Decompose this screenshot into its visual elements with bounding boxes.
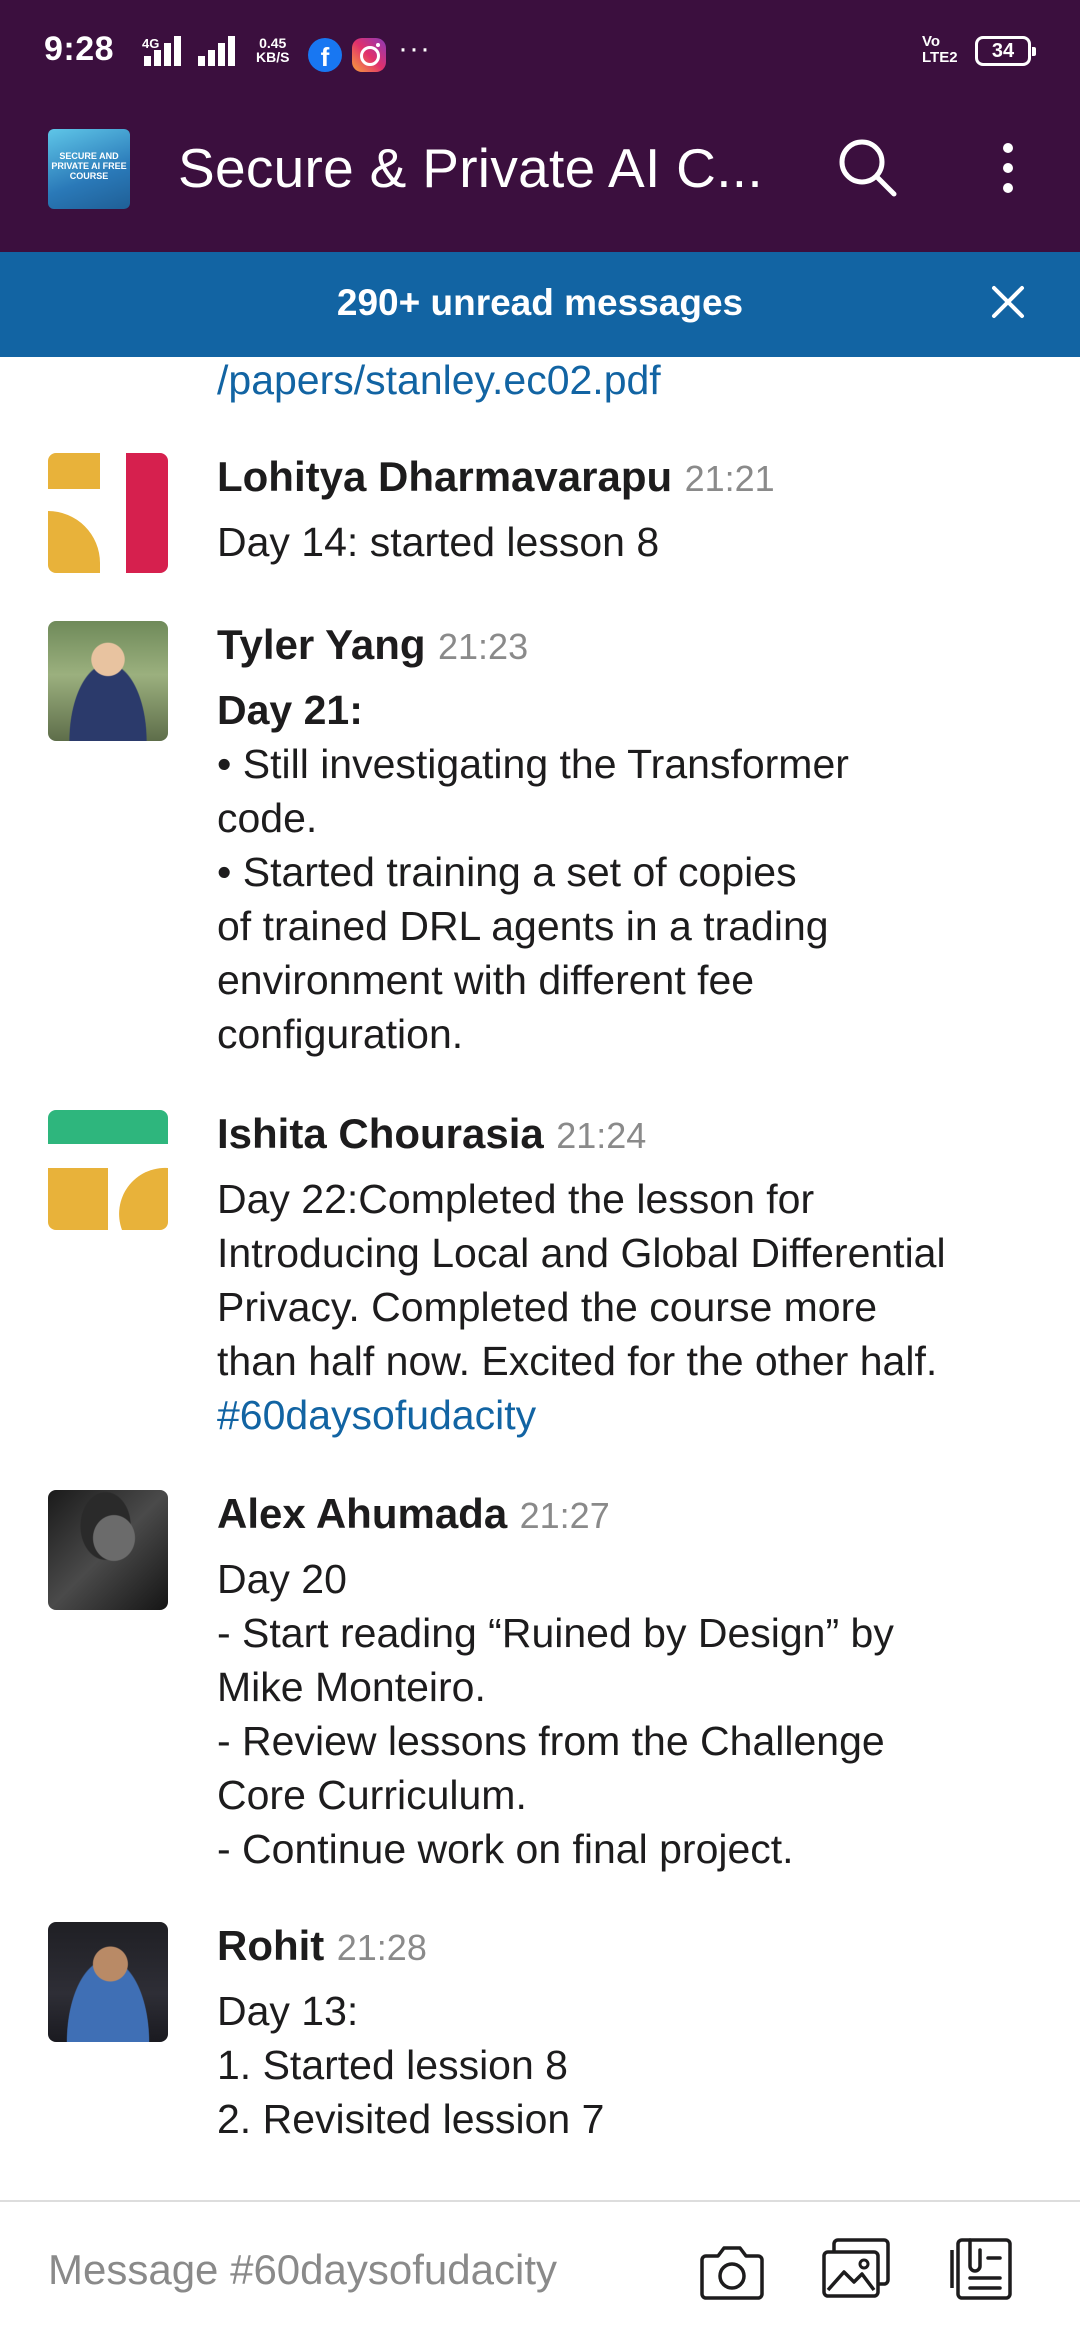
unread-banner[interactable]: 290+ unread messages [0,252,1080,357]
more-vertical-icon[interactable] [988,138,1028,198]
message-line: Core Curriculum. [217,1772,527,1818]
network-speed-unit: KB/S [256,49,290,65]
search-icon[interactable] [836,136,900,200]
message-composer [0,2200,1080,2340]
network-type: 4G [142,36,160,51]
channel-title[interactable]: Secure & Private AI C... [178,137,763,199]
volte-bottom: LTE2 [922,49,958,66]
message-line: than half now. Excited for the other hal… [217,1338,938,1384]
message-header: Lohitya Dharmavarapu 21:21 [217,453,775,501]
message-body: Day 14: started lesson 8 [217,515,1037,569]
channel-logo[interactable]: SECURE AND PRIVATE AI FREE COURSE [48,129,130,209]
message-line: 2. Revisited lession 7 [217,2096,605,2142]
message-line: Privacy. Completed the course more [217,1284,878,1330]
message-author[interactable]: Lohitya Dharmavarapu [217,453,673,500]
hashtag-link[interactable]: #60daysofudacity [217,1392,537,1438]
volte-top: Vo [922,33,941,50]
message-line: of trained DRL agents in a trading [217,903,829,949]
avatar[interactable] [48,1922,168,2042]
avatar[interactable] [48,1110,168,1230]
signal-icon [142,36,190,66]
message-line: Introducing Local and Global Differentia… [217,1230,946,1276]
message-line: Day 14: started lesson 8 [217,519,660,565]
more-notifications-icon: ··· [398,32,431,65]
camera-icon[interactable] [700,2242,764,2300]
avatar[interactable] [48,1490,168,1610]
close-icon[interactable] [990,284,1026,320]
instagram-icon [352,38,386,72]
message-header: Rohit 21:28 [217,1922,427,1970]
signal-icon [196,36,244,66]
message-time: 21:28 [336,1927,427,1968]
message-line: - Review lessons from the Challenge [217,1718,885,1764]
unread-count-text[interactable]: 290+ unread messages [336,282,744,323]
message-header: Ishita Chourasia 21:24 [217,1110,646,1158]
gallery-icon[interactable] [822,2238,890,2300]
message-author[interactable]: Rohit [217,1922,325,1969]
status-bar: 9:28 4G 0.45 KB/S f ··· Vo LTE2 34 [0,0,1080,84]
avatar[interactable] [48,621,168,741]
message-line: - Start reading “Ruined by Design” by [217,1610,894,1656]
message-time: 21:21 [684,458,775,499]
message-author[interactable]: Alex Ahumada [217,1490,508,1537]
message-line: Day 20 [217,1556,347,1602]
message-list[interactable]: /papers/stanley.ec02.pdf Lohitya Dharmav… [0,357,1080,2200]
message-line: • Still investigating the Transformer [217,741,849,787]
message-line: • Started training a set of copies [217,849,797,895]
message-time: 21:27 [519,1495,610,1536]
files-icon[interactable] [950,2236,1012,2302]
message-line: Day 13: [217,1988,359,2034]
message-header: Alex Ahumada 21:27 [217,1490,610,1538]
network-speed: 0.45 KB/S [256,36,289,64]
message-input[interactable] [48,2234,648,2306]
message-body: Day 13: 1. Started lession 8 2. Revisite… [217,1984,1037,2146]
message-body: Day 22:Completed the lesson for Introduc… [217,1172,1037,1442]
message-author[interactable]: Tyler Yang [217,621,426,668]
message-line: Day 22:Completed the lesson for [217,1176,815,1222]
message-line: code. [217,795,318,841]
message-line: 1. Started lession 8 [217,2042,568,2088]
volte-indicator: Vo LTE2 [922,34,958,66]
message-line: - Continue work on final project. [217,1826,794,1872]
message-header: Tyler Yang 21:23 [217,621,528,669]
network-speed-value: 0.45 [259,35,287,51]
message-body: Day 20 - Start reading “Ruined by Design… [217,1552,1037,1876]
avatar[interactable] [48,453,168,573]
channel-header: SECURE AND PRIVATE AI FREE COURSE Secure… [0,84,1080,252]
facebook-icon: f [308,38,342,72]
message-time: 21:23 [438,626,529,667]
message-line: environment with different fee [217,957,755,1003]
message-body: Day 21: • Still investigating the Transf… [217,683,1037,1061]
message-line: Day 21: [217,687,363,733]
message-link[interactable]: /papers/stanley.ec02.pdf [217,357,661,403]
message-line: Mike Monteiro. [217,1664,486,1710]
message-time: 21:24 [556,1115,647,1156]
message-author[interactable]: Ishita Chourasia [217,1110,544,1157]
message-line: configuration. [217,1011,464,1057]
battery-icon: 34 [975,36,1036,66]
status-time: 9:28 [44,30,115,68]
